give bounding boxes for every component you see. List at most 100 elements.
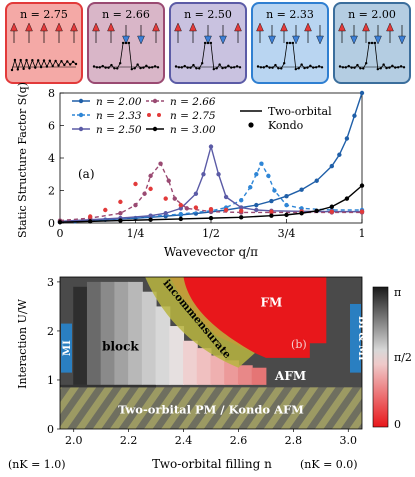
spin-up-arrow xyxy=(280,22,288,32)
spin-up-arrow xyxy=(304,22,312,32)
data-point xyxy=(148,173,153,179)
series-line xyxy=(59,185,363,223)
spin-down-arrow xyxy=(122,35,130,45)
fm-region xyxy=(169,277,327,358)
inset-3: n = 2.33 xyxy=(251,2,329,84)
spin-up-arrow xyxy=(25,22,33,32)
spin-up-arrow xyxy=(189,22,197,32)
spin-down-arrow xyxy=(137,35,145,45)
spin-up-arrow xyxy=(92,22,100,32)
data-point xyxy=(88,219,93,224)
data-point xyxy=(142,191,147,196)
colorbar xyxy=(372,286,389,428)
inset-label: n = 2.50 xyxy=(184,8,232,21)
data-point xyxy=(88,214,93,219)
spin-up-arrow xyxy=(338,22,346,32)
data-point xyxy=(269,198,274,204)
spin-down-arrow xyxy=(292,35,300,45)
x-axis-label-b: Two-orbital filling n xyxy=(152,457,272,471)
data-point xyxy=(359,209,365,214)
data-point xyxy=(178,206,183,211)
x-tick-label-b: 2.2 xyxy=(120,434,138,447)
phase-cell xyxy=(141,291,157,385)
pm-region xyxy=(60,387,362,429)
spin-down-arrow xyxy=(374,35,382,45)
fm-label: FM xyxy=(260,295,282,309)
legend-label: n = 2.00 xyxy=(96,96,142,108)
legend-entry: n = 2.50 xyxy=(72,124,142,136)
phase-cell xyxy=(196,348,212,385)
data-point xyxy=(193,191,199,196)
legend-entry: n = 3.00 xyxy=(146,124,216,136)
spin-up-arrow xyxy=(234,22,242,32)
legend-entry: n = 2.75 xyxy=(147,110,216,122)
data-point xyxy=(269,209,274,214)
data-point xyxy=(133,202,138,208)
data-point xyxy=(239,205,244,210)
spin-down-arrow xyxy=(398,35,406,45)
spin-up-arrow xyxy=(174,22,182,32)
inset-row: n = 2.75 n = 2.66 n = 2.50 n = 2.33 n = 2.00 xyxy=(5,2,411,84)
phase-cell xyxy=(73,286,88,385)
x-axis-label: Wavevector q/π xyxy=(164,245,258,259)
data-point xyxy=(259,161,264,166)
data-point xyxy=(118,211,123,216)
data-point xyxy=(148,186,153,192)
data-point xyxy=(166,178,171,183)
inset-label: n = 2.75 xyxy=(20,8,68,21)
x-tick-label: 1 xyxy=(359,227,366,240)
inset-label: n = 2.33 xyxy=(266,8,314,21)
block-label: block xyxy=(102,340,139,354)
x-tick-label-b: 3.0 xyxy=(340,434,358,447)
spin-down-arrow xyxy=(219,35,227,45)
phase-cell xyxy=(251,367,267,385)
phase-cell xyxy=(169,326,185,385)
data-point xyxy=(272,188,277,193)
y-tick-label: 8 xyxy=(48,87,55,100)
data-point xyxy=(239,208,244,214)
inset-1: n = 2.66 xyxy=(87,2,165,84)
data-point xyxy=(269,213,274,218)
spin-down-arrow xyxy=(350,35,358,45)
panel-label-a: (a) xyxy=(78,167,95,181)
data-point xyxy=(239,215,244,220)
colorbar-tick-label: 0 xyxy=(394,418,401,431)
data-point xyxy=(208,144,214,149)
nk-right-label: (nK = 0.0) xyxy=(300,458,358,471)
data-point xyxy=(172,196,177,201)
phase-cell xyxy=(128,281,143,385)
data-point xyxy=(178,211,183,217)
data-point xyxy=(337,152,342,157)
mi-right-bar xyxy=(350,303,361,373)
series-n300 xyxy=(57,183,365,225)
legend-label: n = 2.75 xyxy=(170,110,216,122)
data-point xyxy=(118,199,123,205)
structure-factor-chart: 0 1/4 1/2 3/4 1 0 2 4 6 8 (a) n = 2.00 n = 2.66 n =… xyxy=(16,82,366,259)
data-point xyxy=(314,208,319,214)
phase-cell xyxy=(183,340,198,385)
x-tick-label: 1/4 xyxy=(127,227,145,240)
data-point xyxy=(329,204,334,209)
data-point xyxy=(266,173,271,179)
x-tick-label-b: 2.4 xyxy=(175,434,193,447)
incommensurate-region xyxy=(145,277,255,368)
data-point xyxy=(239,198,244,203)
data-point xyxy=(193,205,199,210)
data-point xyxy=(359,183,365,188)
phase-cell xyxy=(210,355,226,385)
phase-cell xyxy=(224,360,239,385)
data-point xyxy=(359,90,365,96)
boundary-band xyxy=(60,384,157,388)
data-point xyxy=(284,193,289,199)
data-point xyxy=(163,211,168,216)
spin-up-arrow xyxy=(362,22,370,32)
legend-kondo: Kondo xyxy=(268,119,304,132)
legend-label: n = 2.66 xyxy=(170,96,216,108)
y-tick-label-b: 1 xyxy=(47,374,54,387)
inset-4: n = 2.00 xyxy=(333,2,411,84)
legend-two-orbital: Two-orbital xyxy=(268,105,332,118)
x-tick-label: 0 xyxy=(57,227,64,240)
data-point xyxy=(163,196,168,201)
series-n275 xyxy=(88,181,365,219)
